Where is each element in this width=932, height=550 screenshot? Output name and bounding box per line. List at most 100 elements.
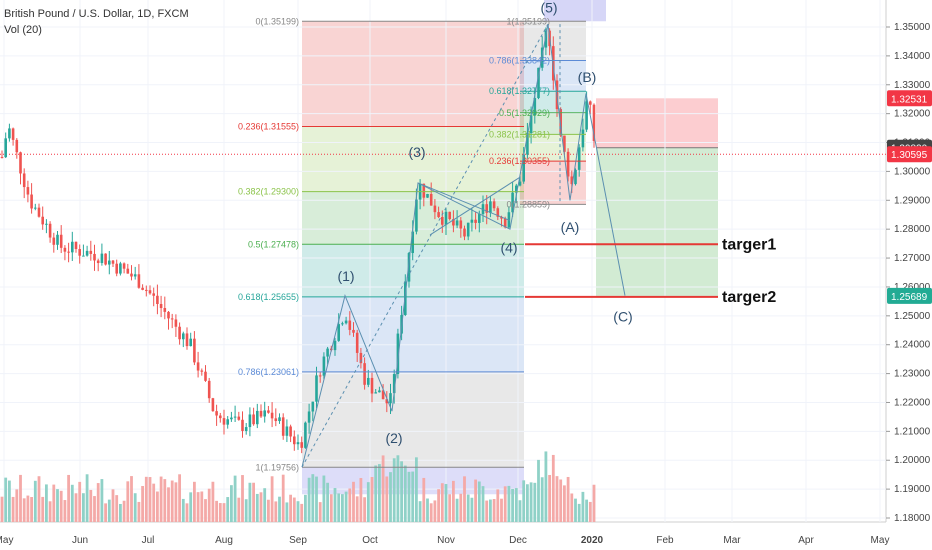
volume-bar <box>189 492 193 522</box>
candle-body <box>370 377 374 394</box>
volume-bar <box>281 474 285 522</box>
candle-body <box>503 218 507 228</box>
fib-zone <box>520 91 586 113</box>
candle-body <box>355 332 359 353</box>
volume-bar <box>274 501 278 522</box>
candle-body <box>589 101 592 105</box>
volume-bar <box>59 490 63 522</box>
volume-bar <box>4 477 8 522</box>
volume-bar <box>544 451 548 522</box>
volume-bar <box>459 493 463 522</box>
wedge-line <box>429 176 521 236</box>
candle-body <box>433 205 437 213</box>
candle-body <box>463 228 466 237</box>
candle-body <box>566 151 570 177</box>
price-tick-label: 1.28000 <box>894 224 931 235</box>
volume-bar <box>359 478 363 522</box>
candle-body <box>337 324 340 341</box>
volume-bar <box>33 480 37 522</box>
symbol-title[interactable]: British Pound / U.S. Dollar, 1D, FXCM <box>4 8 189 20</box>
candle-body <box>141 287 144 290</box>
volume-bar <box>270 476 274 522</box>
candle-body <box>378 390 381 393</box>
candle-body <box>333 340 337 351</box>
fib-zone <box>302 371 524 468</box>
candle-body <box>293 436 296 445</box>
volume-bar <box>507 485 511 522</box>
candle-body <box>267 410 270 413</box>
elliott-wave-path <box>301 24 626 468</box>
candle-body <box>82 255 85 257</box>
price-tick-label: 1.20000 <box>894 455 931 466</box>
candle-body <box>15 139 19 153</box>
volume-bar <box>56 489 59 522</box>
volume-bar <box>581 491 585 522</box>
fib-zone <box>520 112 586 135</box>
volume-bar <box>452 480 455 522</box>
volume-bar <box>237 497 241 522</box>
candle-body <box>526 133 529 155</box>
candle-body <box>570 176 574 185</box>
candle-body <box>100 253 104 264</box>
candle-body <box>78 249 81 256</box>
candle-body <box>478 214 481 223</box>
volume-bar <box>548 474 551 522</box>
time-label: Aug <box>215 535 233 546</box>
volume-bar <box>385 476 389 522</box>
volume-bar <box>322 475 326 522</box>
time-label: Jun <box>72 535 88 546</box>
candle-body <box>152 293 155 296</box>
volume-bar <box>518 500 522 522</box>
volume-bar <box>329 494 333 522</box>
candle-body <box>89 250 93 254</box>
candle-body <box>219 415 222 419</box>
volume-bar <box>259 492 263 522</box>
candle-body <box>256 410 259 425</box>
candle-body <box>104 253 107 265</box>
candle-body <box>248 414 252 428</box>
time-label: May <box>871 535 890 546</box>
candle-body <box>392 374 396 394</box>
candle-body <box>315 375 318 402</box>
volume-bar <box>422 477 426 522</box>
candle-body <box>300 442 303 448</box>
volume-bar <box>370 476 374 522</box>
candle-body <box>581 129 585 148</box>
volume-bar <box>337 493 341 522</box>
candle-body <box>244 427 248 431</box>
candle-body <box>200 370 204 372</box>
wave-label: (2) <box>385 430 402 446</box>
volume-bar <box>415 457 418 522</box>
candle-body <box>111 260 115 264</box>
price-axis[interactable]: 1.350001.340001.330001.320001.310001.300… <box>886 22 932 524</box>
time-axis[interactable]: May Jun Jul Aug Sep Oct Nov Dec 2020 Feb Mar Apr May <box>0 535 889 546</box>
volume-bar <box>185 503 189 522</box>
volume-bar <box>559 479 563 522</box>
volume-bar <box>163 479 167 522</box>
candle-body <box>577 147 581 170</box>
candle-body <box>285 426 289 436</box>
fib-zone <box>302 126 524 192</box>
candle-body <box>96 260 100 264</box>
volume-bar <box>352 481 355 522</box>
candle-body <box>385 399 389 404</box>
volume-bar <box>366 482 370 522</box>
volume-bar <box>263 488 267 522</box>
volume-bar <box>37 476 41 522</box>
price-badge-label: 1.25689 <box>891 292 928 303</box>
price-tick-label: 1.35000 <box>894 22 931 33</box>
volume-bar <box>89 489 93 522</box>
volume-bar <box>215 500 218 522</box>
volume-bar <box>233 475 237 522</box>
volume-bar <box>529 482 533 522</box>
wave-label: (4) <box>500 239 517 255</box>
volume-indicator-label[interactable]: Vol (20) <box>4 24 42 36</box>
volume-bar <box>100 479 104 522</box>
candle-body <box>74 241 78 250</box>
candle-body <box>281 417 285 436</box>
candle-body <box>263 410 266 417</box>
candle-body <box>274 418 278 422</box>
candle-body <box>226 419 229 425</box>
volume-bar <box>315 476 318 522</box>
